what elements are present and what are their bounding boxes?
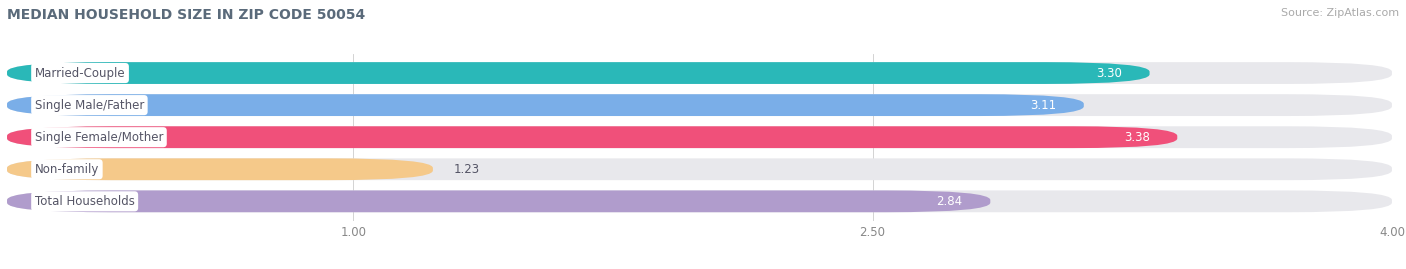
Text: 3.11: 3.11 xyxy=(1031,99,1056,112)
FancyBboxPatch shape xyxy=(7,94,1392,116)
Text: Single Female/Mother: Single Female/Mother xyxy=(35,131,163,144)
FancyBboxPatch shape xyxy=(7,126,1392,148)
Text: Total Households: Total Households xyxy=(35,195,135,208)
FancyBboxPatch shape xyxy=(7,158,1392,180)
Text: Non-family: Non-family xyxy=(35,163,98,176)
Text: 2.84: 2.84 xyxy=(936,195,963,208)
Text: Source: ZipAtlas.com: Source: ZipAtlas.com xyxy=(1281,8,1399,18)
Text: 3.30: 3.30 xyxy=(1097,66,1122,80)
FancyBboxPatch shape xyxy=(7,94,1084,116)
Text: 3.38: 3.38 xyxy=(1123,131,1150,144)
FancyBboxPatch shape xyxy=(7,126,1177,148)
Text: Single Male/Father: Single Male/Father xyxy=(35,99,143,112)
FancyBboxPatch shape xyxy=(7,190,990,212)
FancyBboxPatch shape xyxy=(7,62,1150,84)
FancyBboxPatch shape xyxy=(7,62,1392,84)
Text: Married-Couple: Married-Couple xyxy=(35,66,125,80)
FancyBboxPatch shape xyxy=(7,158,433,180)
FancyBboxPatch shape xyxy=(7,190,1392,212)
Text: MEDIAN HOUSEHOLD SIZE IN ZIP CODE 50054: MEDIAN HOUSEHOLD SIZE IN ZIP CODE 50054 xyxy=(7,8,366,22)
Text: 1.23: 1.23 xyxy=(454,163,479,176)
